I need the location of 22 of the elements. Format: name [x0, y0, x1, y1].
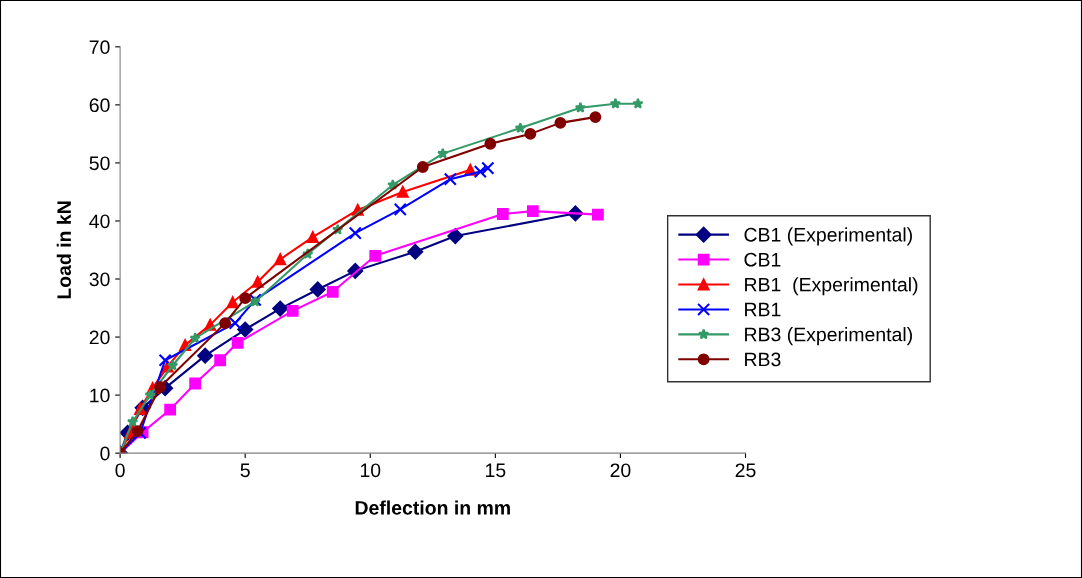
x-tick-label: 25	[735, 463, 756, 478]
y-tick-label: 50	[89, 156, 110, 171]
legend-label: RB1	[745, 302, 781, 317]
y-tick-label: 10	[90, 388, 110, 403]
y-tick-label: 30	[89, 272, 110, 287]
x-axis-title: Deflection in mm	[355, 500, 510, 515]
legend-label: RB3 (Experimental)	[745, 327, 912, 346]
x-tick-label: 20	[610, 463, 631, 478]
x-tick-label: 5	[240, 463, 250, 478]
y-tick-label: 0	[100, 446, 110, 461]
legend-label: CB1	[744, 252, 781, 267]
x-tick-label: 0	[115, 463, 125, 478]
y-axis-title: Load in kN	[56, 201, 72, 299]
y-tick-label: 40	[89, 214, 110, 229]
y-tick-label: 60	[89, 98, 110, 113]
y-tick-label: 70	[89, 40, 110, 55]
x-tick-label: 15	[486, 463, 506, 478]
legend-label: RB1 (Experimental)	[745, 277, 918, 296]
x-tick-label: 10	[360, 463, 381, 478]
y-tick-label: 20	[89, 330, 110, 345]
legend-label: RB3	[745, 352, 781, 367]
legend-label: CB1 (Experimental)	[744, 227, 912, 246]
